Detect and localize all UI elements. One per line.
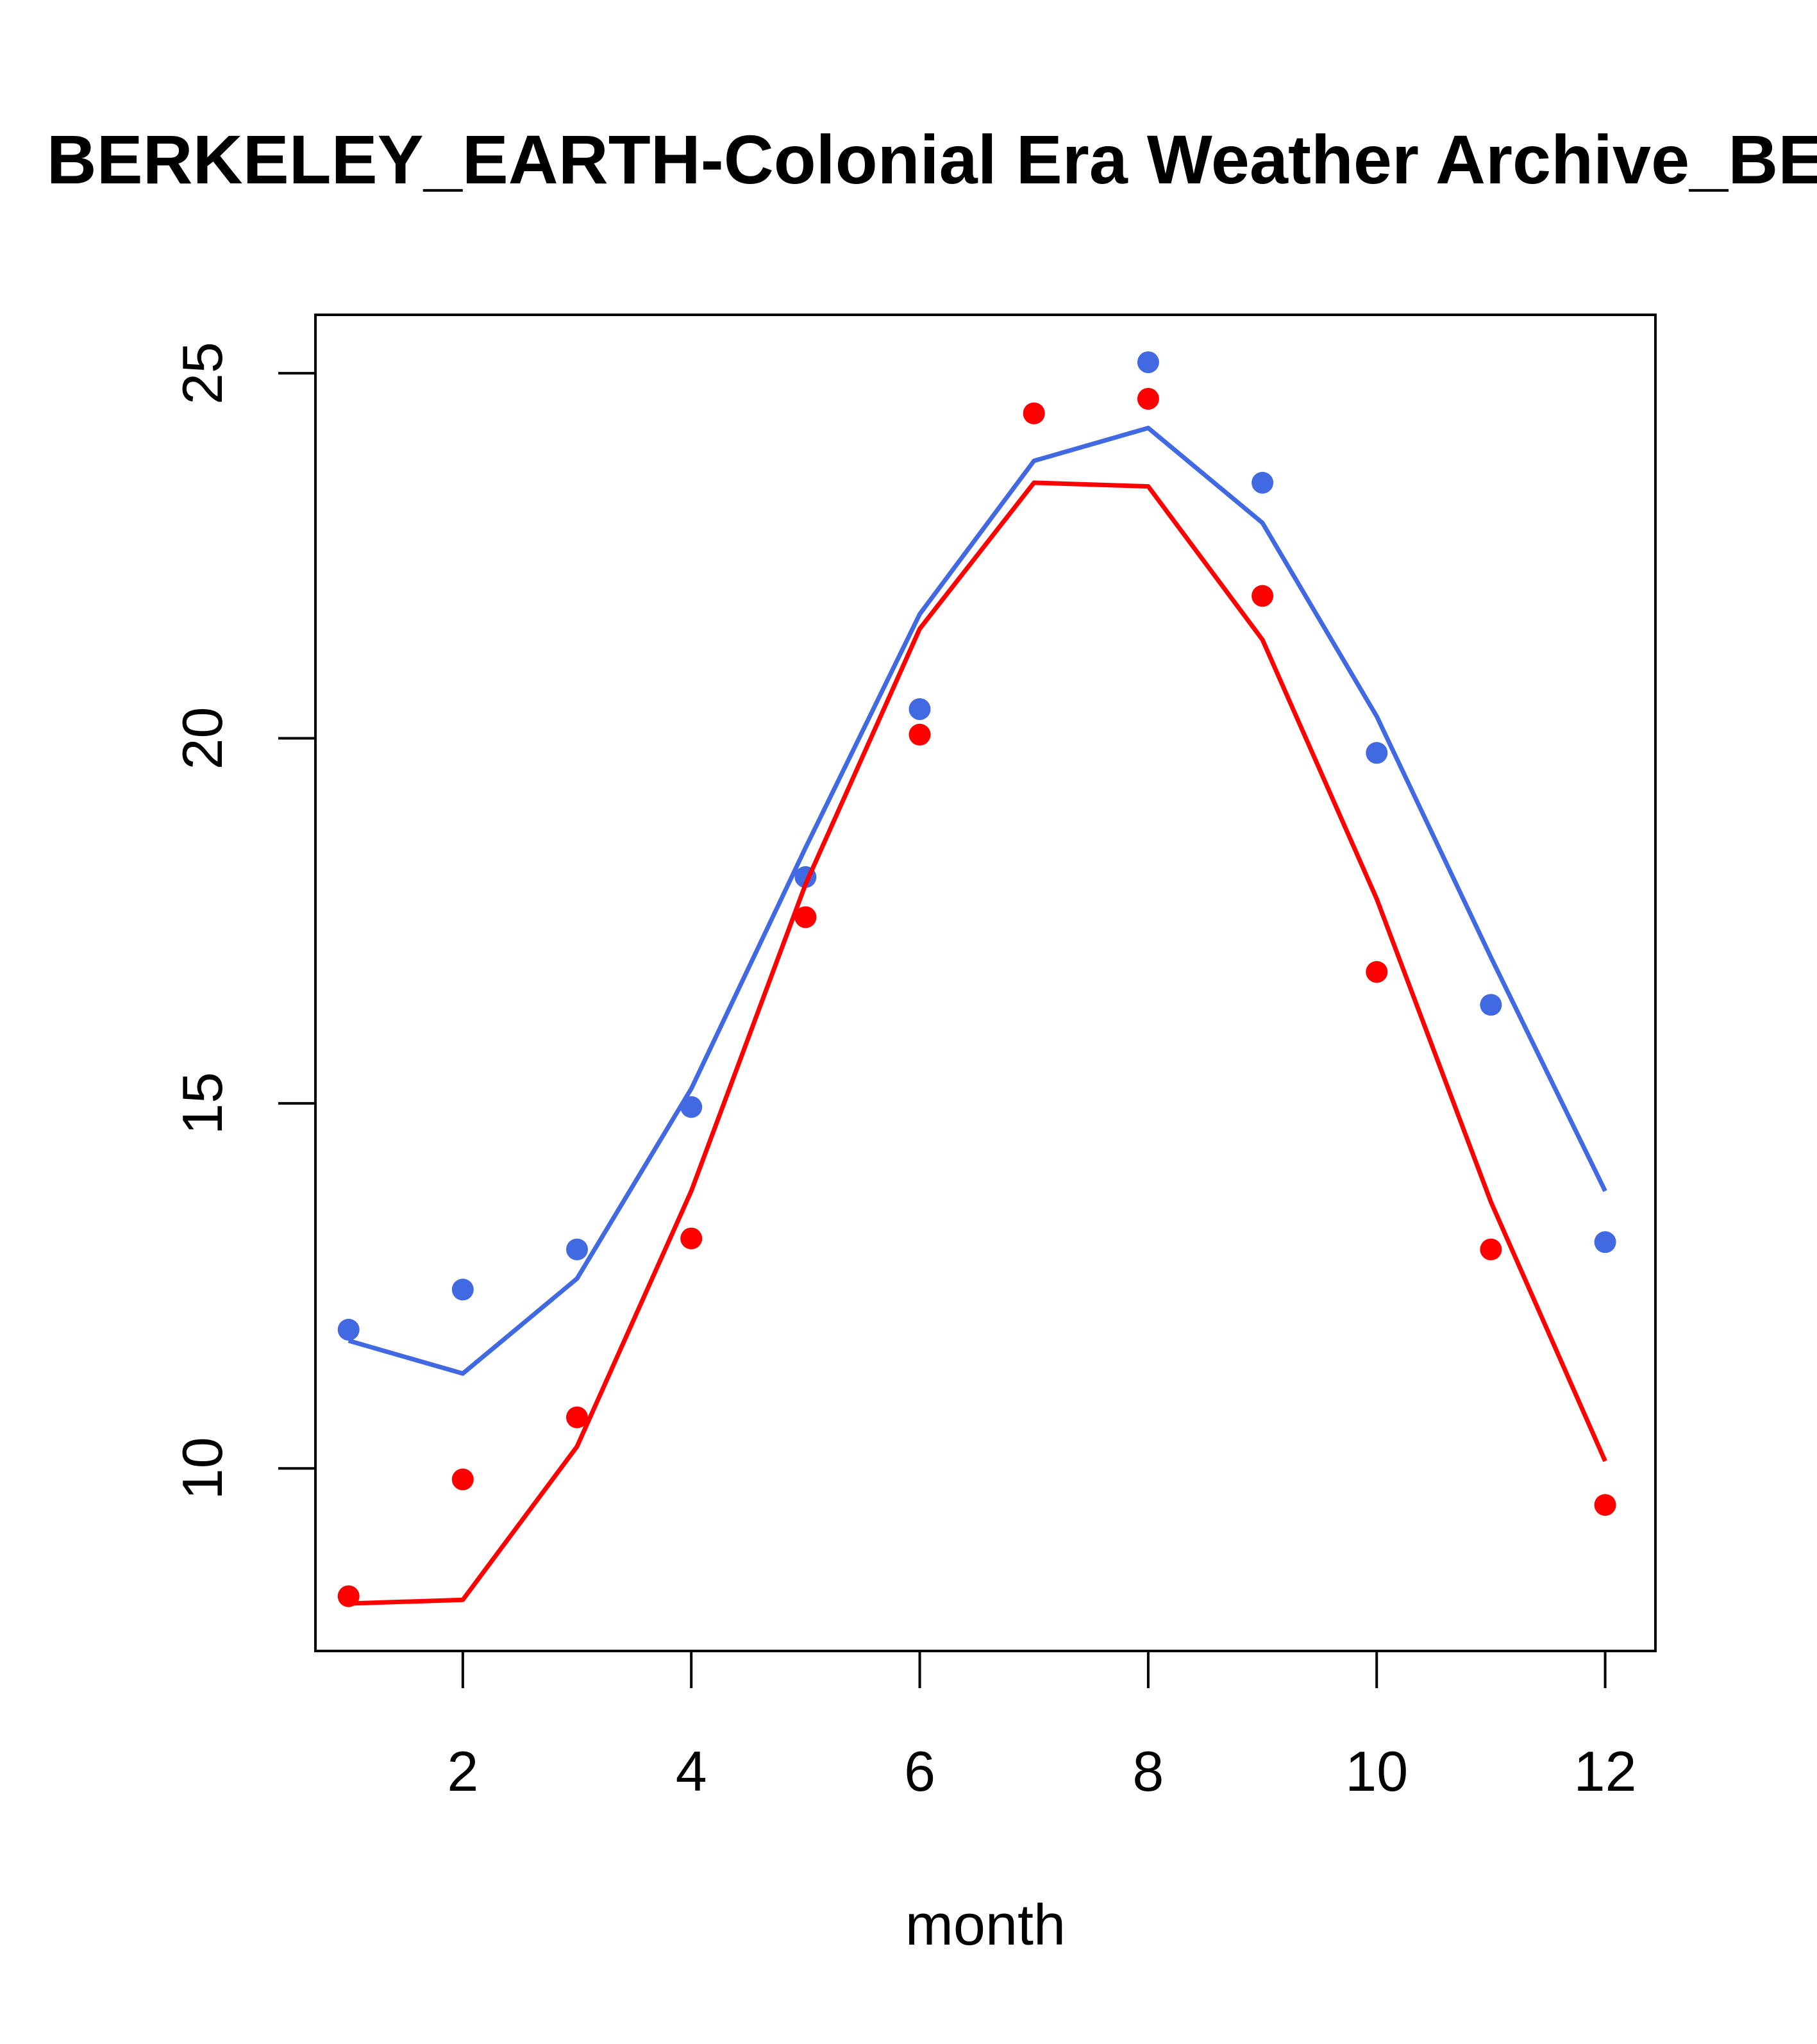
series-2-point (1023, 402, 1045, 424)
y-tick-label: 25 (171, 342, 234, 405)
plot-area (337, 351, 1616, 1607)
series-1-point (337, 1318, 360, 1341)
series-1-point (1594, 1231, 1616, 1253)
x-tick-label: 10 (1345, 1739, 1408, 1803)
x-tick-label: 12 (1574, 1739, 1637, 1803)
x-tick-label: 2 (447, 1739, 478, 1803)
series-1-point (1137, 351, 1159, 373)
x-axis-label: month (905, 1893, 1066, 1957)
series-2-point (1594, 1494, 1616, 1516)
series-1-point (1366, 742, 1388, 764)
series-1-line (347, 426, 1607, 1376)
x-axis: 2 4 6 8 10 12 (447, 1650, 1637, 1803)
series-2-point (1252, 585, 1274, 607)
y-tick-label: 15 (171, 1072, 234, 1135)
series-1-point (680, 1096, 703, 1118)
y-tick-label: 10 (171, 1437, 234, 1500)
series-2-point (566, 1406, 588, 1428)
series-1-point (566, 1238, 588, 1261)
y-tick-label: 20 (171, 707, 234, 770)
x-tick-label: 6 (904, 1739, 935, 1803)
y-axis: 10 15 20 25 (171, 342, 317, 1500)
series-2-point (1137, 388, 1159, 410)
series-1-point (1480, 994, 1502, 1016)
series-2-point (337, 1585, 360, 1607)
series-2-point (1366, 960, 1388, 983)
series-2-point (1480, 1238, 1502, 1261)
series-2-point (451, 1468, 474, 1491)
series-2-line (348, 480, 1607, 1606)
series-1-point (908, 698, 931, 720)
chart-title: BERKELEY_EARTH-Colonial Era Weather Arch… (47, 121, 1817, 198)
series-2-point (680, 1227, 703, 1250)
series-1-point (1252, 471, 1274, 494)
x-tick-label: 8 (1132, 1739, 1164, 1803)
x-tick-label: 4 (676, 1739, 707, 1803)
series-2-point (794, 906, 817, 928)
series-2-point (908, 723, 931, 746)
series-1-point (451, 1278, 474, 1301)
